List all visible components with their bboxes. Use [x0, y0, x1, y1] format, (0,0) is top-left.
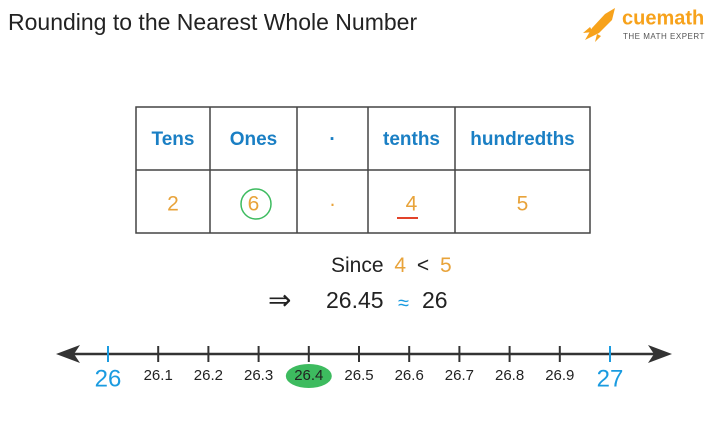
table-cell: 6 — [248, 193, 260, 216]
table-header: tenths — [383, 129, 440, 150]
tick-label: 26.7 — [445, 367, 474, 384]
digit-circle — [240, 188, 272, 220]
tick-label: 26.3 — [244, 367, 273, 384]
comparison-right: 5 — [440, 254, 452, 277]
title: Rounding to the Nearest Whole Number — [8, 9, 417, 35]
table-cell: 2 — [167, 193, 179, 216]
number-line: 26 26.1 26.2 26.3 26.4 26.5 26.6 26.7 26.8 26.9 27 — [56, 345, 672, 392]
tick-label: 26.6 — [395, 367, 424, 384]
table-cell: 5 — [517, 193, 529, 216]
result: ⇒ 26.45 ≈ 26 — [268, 284, 448, 315]
tick-label: 26.2 — [194, 367, 223, 384]
comparison-operator: < — [417, 254, 429, 277]
table-cell: · — [329, 193, 336, 216]
comparison: Since 4 < 5 — [331, 254, 452, 277]
comparison-text: Since 4 < 5 — [331, 254, 452, 277]
number-line-arrow — [56, 345, 80, 363]
logo-icon-fins — [583, 27, 601, 42]
tick-label: 26.1 — [144, 367, 173, 384]
result-number: 26.45 — [326, 287, 384, 313]
place-value-table — [135, 106, 591, 234]
comparison-lead: Since — [331, 254, 384, 277]
tick-label: 26.8 — [495, 367, 524, 384]
table-header: hundredths — [470, 129, 575, 150]
comparison-left: 4 — [394, 254, 406, 277]
logo-icon — [585, 8, 615, 40]
logo-tagline: THE MATH EXPERT — [623, 32, 705, 41]
table-header: · — [329, 129, 335, 150]
logo: cuemath THE MATH EXPERT — [583, 7, 705, 42]
tick-label: 26.9 — [545, 367, 574, 384]
table-header: Tens — [152, 129, 195, 150]
result-arrow: ⇒ — [268, 284, 291, 315]
highlight — [285, 364, 332, 388]
tick-label: 27 — [597, 365, 624, 392]
tick-label: 26.5 — [344, 367, 373, 384]
table-cell: 4 — [406, 193, 418, 216]
number-line-arrow — [648, 345, 672, 363]
result-approx: ≈ — [398, 292, 409, 314]
tick-label: 26 — [95, 365, 122, 392]
table-header: Ones — [230, 129, 278, 150]
tick-label: 26.4 — [294, 367, 323, 384]
logo-brand: cuemath — [622, 7, 704, 29]
result-rounded: 26 — [422, 287, 448, 313]
